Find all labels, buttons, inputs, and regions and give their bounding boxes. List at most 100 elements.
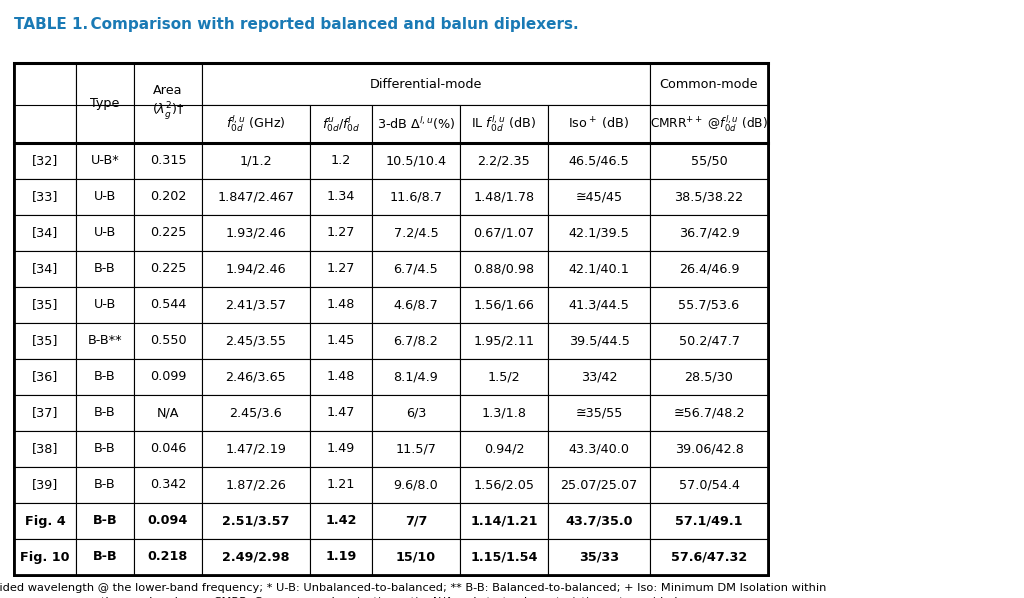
Bar	[202, 251, 310, 287]
Bar	[76, 143, 134, 179]
Bar	[650, 63, 768, 105]
Bar	[548, 251, 650, 287]
Text: 0.315: 0.315	[150, 154, 186, 167]
Bar	[372, 143, 460, 179]
Bar	[548, 539, 650, 575]
Text: 1.48: 1.48	[327, 371, 355, 383]
Text: B-B**: B-B**	[88, 334, 122, 347]
Text: 1.34: 1.34	[327, 191, 355, 203]
Bar	[202, 431, 310, 467]
Text: 1.56/2.05: 1.56/2.05	[473, 478, 535, 492]
Bar	[14, 215, 76, 251]
Text: $f_{0d}^{u}/f_{0d}^{l}$: $f_{0d}^{u}/f_{0d}^{l}$	[322, 114, 360, 134]
Bar	[548, 323, 650, 359]
Text: IL $f_{0d}^{l,u}$ (dB): IL $f_{0d}^{l,u}$ (dB)	[471, 114, 537, 134]
Bar	[372, 395, 460, 431]
Text: Fig. 10: Fig. 10	[20, 551, 70, 563]
Text: 2.49/2.98: 2.49/2.98	[222, 551, 290, 563]
Text: B-B: B-B	[94, 443, 116, 456]
Bar	[202, 467, 310, 503]
Text: 1.93/2.46: 1.93/2.46	[225, 227, 287, 240]
Text: 0.225: 0.225	[150, 227, 186, 240]
Text: 55.7/53.6: 55.7/53.6	[679, 298, 739, 312]
Bar	[650, 539, 768, 575]
Bar	[76, 359, 134, 395]
Text: Fig. 4: Fig. 4	[25, 514, 66, 527]
Text: B-B: B-B	[93, 551, 118, 563]
Bar	[14, 467, 76, 503]
Bar	[650, 105, 768, 143]
Bar	[14, 63, 768, 575]
Bar	[76, 179, 134, 215]
Text: 1.48/1.78: 1.48/1.78	[473, 191, 535, 203]
Bar	[310, 467, 372, 503]
Text: [39]: [39]	[32, 478, 58, 492]
Bar	[76, 323, 134, 359]
Text: 0.67/1.07: 0.67/1.07	[473, 227, 535, 240]
Text: 1.847/2.467: 1.847/2.467	[217, 191, 295, 203]
Text: 6.7/4.5: 6.7/4.5	[393, 263, 438, 276]
Text: B-B: B-B	[94, 478, 116, 492]
Bar	[76, 251, 134, 287]
Text: 50.2/47.7: 50.2/47.7	[679, 334, 739, 347]
Text: 1.27: 1.27	[327, 263, 355, 276]
Text: Common-mode: Common-mode	[659, 78, 758, 90]
Bar	[460, 503, 548, 539]
Bar	[548, 215, 650, 251]
Text: 1/1.2: 1/1.2	[240, 154, 272, 167]
Bar	[202, 63, 650, 105]
Bar	[650, 215, 768, 251]
Text: 1.21: 1.21	[327, 478, 355, 492]
Text: 4.6/8.7: 4.6/8.7	[393, 298, 438, 312]
Text: 11.5/7: 11.5/7	[395, 443, 436, 456]
Text: 1.47: 1.47	[327, 407, 355, 420]
Bar	[548, 431, 650, 467]
Text: 1.27: 1.27	[327, 227, 355, 240]
Text: 1.95/2.11: 1.95/2.11	[473, 334, 535, 347]
Text: 8.1/4.9: 8.1/4.9	[393, 371, 438, 383]
Text: U-B*: U-B*	[91, 154, 120, 167]
Bar	[460, 359, 548, 395]
Text: 11.6/8.7: 11.6/8.7	[389, 191, 442, 203]
Text: N/A: N/A	[157, 407, 179, 420]
Text: Area
($\lambda_g^2$)†: Area ($\lambda_g^2$)†	[152, 84, 184, 122]
Bar	[202, 503, 310, 539]
Text: [37]: [37]	[32, 407, 58, 420]
Bar	[372, 251, 460, 287]
Bar	[372, 215, 460, 251]
Bar	[76, 467, 134, 503]
Bar	[14, 323, 76, 359]
Text: 1.56/1.66: 1.56/1.66	[473, 298, 535, 312]
Bar	[650, 503, 768, 539]
Bar	[372, 539, 460, 575]
Bar	[134, 215, 202, 251]
Bar	[202, 287, 310, 323]
Text: 6/3: 6/3	[406, 407, 426, 420]
Bar	[134, 395, 202, 431]
Bar	[134, 63, 202, 143]
Bar	[76, 63, 134, 143]
Bar	[14, 251, 76, 287]
Bar	[202, 539, 310, 575]
Bar	[202, 105, 310, 143]
Text: 38.5/38.22: 38.5/38.22	[675, 191, 743, 203]
Bar	[460, 323, 548, 359]
Text: 1.42: 1.42	[326, 514, 356, 527]
Bar	[460, 539, 548, 575]
Text: 57.1/49.1: 57.1/49.1	[675, 514, 742, 527]
Text: 1.5/2: 1.5/2	[487, 371, 520, 383]
Bar	[650, 251, 768, 287]
Bar	[460, 467, 548, 503]
Text: [35]: [35]	[32, 334, 58, 347]
Text: Type: Type	[90, 96, 120, 109]
Text: [34]: [34]	[32, 263, 58, 276]
Bar	[650, 359, 768, 395]
Text: Iso$^+$ (dB): Iso$^+$ (dB)	[568, 116, 630, 132]
Bar	[650, 467, 768, 503]
Text: [36]: [36]	[32, 371, 58, 383]
Bar	[76, 539, 134, 575]
Bar	[14, 287, 76, 323]
Bar	[14, 359, 76, 395]
Bar	[134, 503, 202, 539]
Text: 0.544: 0.544	[150, 298, 186, 312]
